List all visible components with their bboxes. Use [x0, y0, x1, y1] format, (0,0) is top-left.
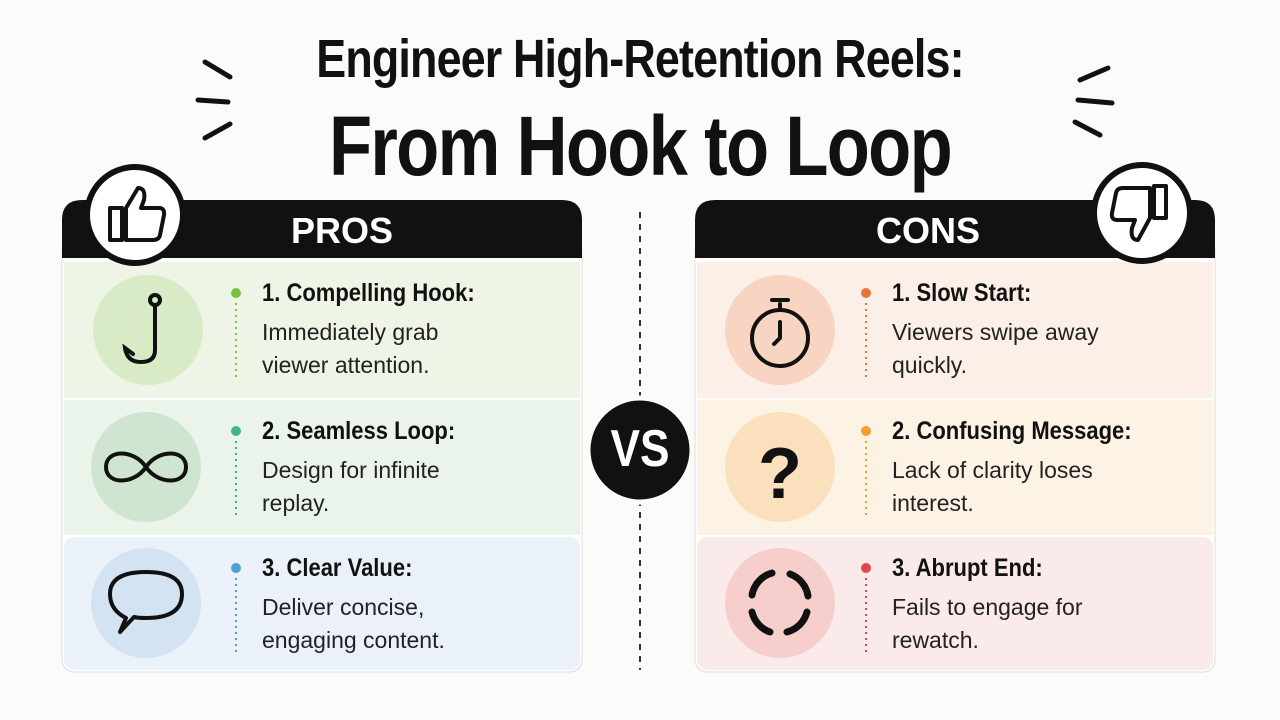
item-text: Viewers swipe away quickly. [892, 319, 1099, 378]
thumbs-down-icon [1091, 162, 1193, 264]
pros-heading: PROS [290, 210, 394, 251]
accent-lines [195, 59, 1115, 141]
item-text: Deliver concise, engaging content. [262, 594, 445, 653]
item-title: 1. Slow Start: [892, 279, 1032, 307]
vs-badge [585, 395, 695, 505]
bullet-dot [231, 563, 241, 573]
item-title: 3. Abrupt End: [892, 554, 1043, 582]
thumbs-up-icon [84, 164, 186, 266]
item-title: 2. Confusing Message: [892, 417, 1132, 445]
item-text: Lack of clarity loses interest. [892, 457, 1093, 516]
bullet-dot [861, 288, 871, 298]
item-title: 3. Clear Value: [262, 554, 413, 582]
cons-heading: CONS [875, 210, 980, 251]
bullet-dot [861, 426, 871, 436]
bullet-dot [231, 426, 241, 436]
item-text: Design for infinite replay. [262, 457, 440, 516]
bullet-dot [231, 288, 241, 298]
bullet-dot [861, 563, 871, 573]
title-line2: From Hook to Loop [328, 99, 953, 193]
row-bg [64, 537, 580, 670]
item-title: 1. Compelling Hook: [262, 279, 475, 307]
pros-header [62, 200, 582, 258]
vs-label: VS [610, 420, 670, 478]
item-title: 2. Seamless Loop: [262, 417, 456, 445]
item-text: Immediately grab viewer attention. [262, 319, 439, 378]
question-icon: ? [758, 434, 802, 514]
cons-header [695, 200, 1215, 258]
row-bg [697, 537, 1213, 670]
item-text: Fails to engage for rewatch. [892, 594, 1083, 653]
icons [103, 293, 812, 636]
title-line1: Engineer High-Retention Reels: [316, 29, 964, 89]
